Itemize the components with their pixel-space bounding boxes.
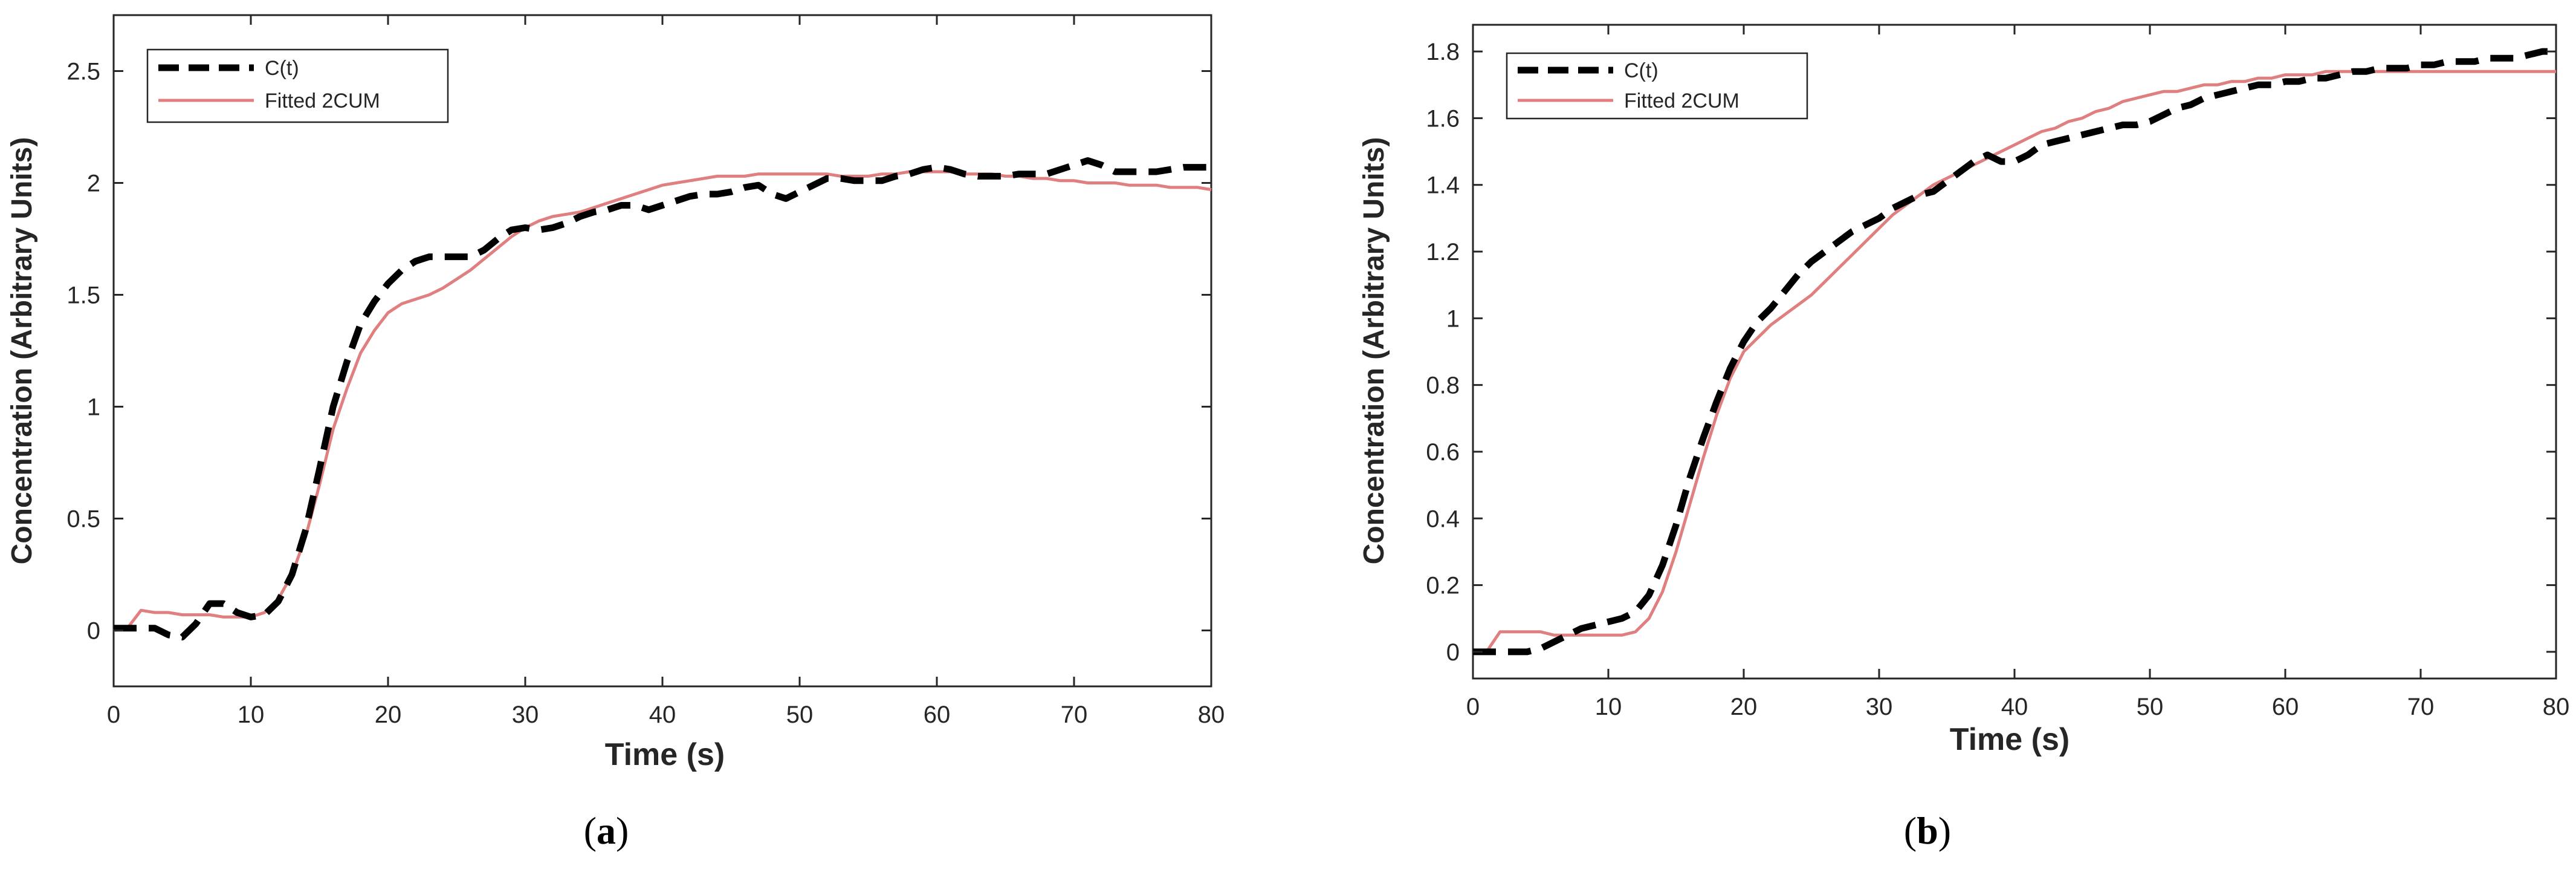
x-tick-label: 30 [512, 701, 539, 728]
x-tick-label: 10 [1595, 694, 1622, 720]
panel-caption: (a) [584, 809, 629, 852]
x-tick-label: 70 [1061, 701, 1088, 728]
x-tick-label: 50 [786, 701, 814, 728]
chart-panel-b: 0 10 20 30 40 50 60 70 80 0 0.2 0.4 0.6 0.8 1 1.2 1.4 1.6… [1288, 0, 2576, 869]
x-tick-label: 30 [1866, 694, 1893, 720]
series-line-fitted-2cum [113, 170, 1212, 632]
y-axis-title: Concentration (Arbitrary Units) [1358, 137, 1390, 565]
legend-box [146, 48, 449, 123]
x-tick-label: 60 [924, 701, 951, 728]
x-tick-label: 40 [2001, 694, 2028, 720]
x-tick-label: 0 [1466, 694, 1480, 720]
x-tick-label: 80 [2543, 694, 2570, 720]
panel-caption-letter: a [597, 809, 616, 852]
y-tick-label: 1 [87, 394, 100, 421]
legend: C(t) Fitted 2CUM [146, 48, 449, 123]
y-tick-label: 0 [1446, 639, 1460, 666]
plot-frame [1472, 24, 2557, 680]
chart-a: 0 10 20 30 40 50 60 70 80 0 0.5 1 1.5 2 2.5 C(t) Fitte… [6, 14, 1225, 852]
y-tick-label: 0.8 [1426, 373, 1460, 399]
panel-caption: (b) [1904, 809, 1951, 852]
plot-frame [112, 14, 1212, 688]
x-tick-label: 10 [238, 701, 265, 728]
legend-label-ct: C(t) [265, 57, 299, 80]
x-tick-label: 20 [1730, 694, 1758, 720]
x-tick-label: 70 [2407, 694, 2435, 720]
x-tick-label: 40 [649, 701, 676, 728]
y-tick-label: 1.4 [1426, 172, 1460, 199]
series-line-ct [114, 157, 1211, 641]
legend-label-fit: Fitted 2CUM [265, 90, 380, 112]
x-tick-label: 50 [2137, 694, 2164, 720]
y-tick-label: 0.5 [66, 506, 100, 533]
chart-panel-a: 0 10 20 30 40 50 60 70 80 0 0.5 1 1.5 2 2.5 C(t) Fitte… [6, 14, 1225, 852]
legend-box [1506, 52, 1808, 120]
y-tick-label: 0 [87, 618, 100, 645]
x-axis-title: Time (s) [1950, 722, 2070, 757]
y-tick-label: 0.2 [1426, 573, 1460, 599]
y-tick-label: 0.6 [1426, 439, 1460, 466]
y-tick-label: 1.5 [66, 282, 100, 309]
y-axis-title: Concentration (Arbitrary Units) [6, 137, 38, 565]
y-tick-label: 1.6 [1426, 105, 1460, 132]
y-tick-label: 1.8 [1426, 39, 1460, 65]
legend-label-fit: Fitted 2CUM [1624, 90, 1739, 112]
x-tick-label: 20 [375, 701, 402, 728]
y-tick-label: 2 [87, 171, 100, 197]
legend-label-ct: C(t) [1624, 59, 1659, 82]
series-line-fitted-2cum [1473, 70, 2556, 654]
panel-caption-letter: b [1917, 809, 1938, 852]
legend: C(t) Fitted 2CUM [1506, 52, 1808, 120]
y-tick-label: 1.2 [1426, 239, 1460, 265]
x-tick-label: 60 [2272, 694, 2299, 720]
y-tick-label: 1 [1446, 305, 1460, 332]
y-tick-label: 0.4 [1426, 506, 1460, 532]
chart-b: 0 10 20 30 40 50 60 70 80 0 0.2 0.4 0.6 0.8 1 1.2 1.4 1.6… [1358, 24, 2570, 852]
y-tick-label: 2.5 [66, 59, 100, 85]
x-tick-label: 0 [107, 701, 120, 728]
x-axis-title: Time (s) [605, 737, 725, 772]
x-tick-label: 80 [1198, 701, 1225, 728]
